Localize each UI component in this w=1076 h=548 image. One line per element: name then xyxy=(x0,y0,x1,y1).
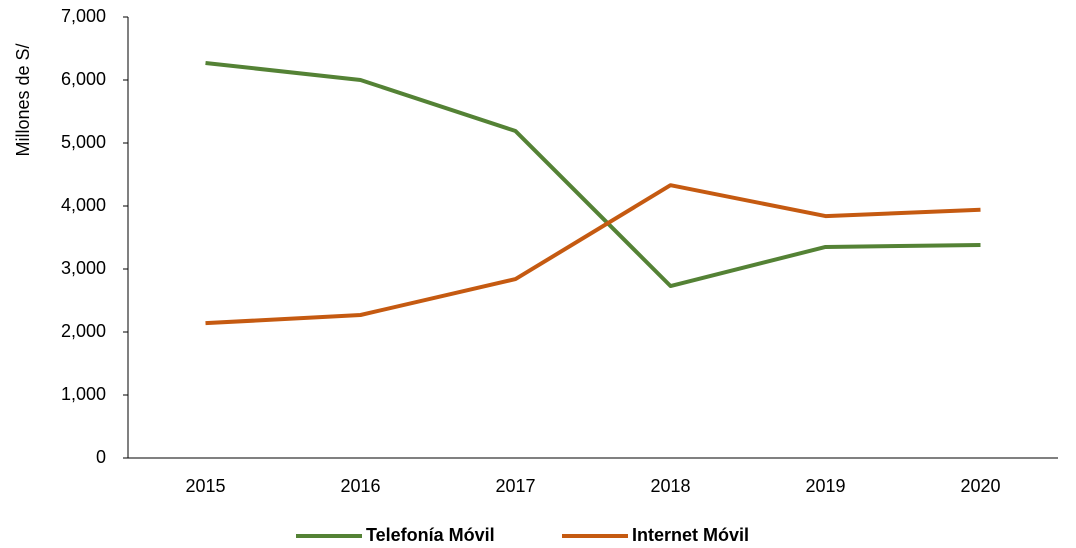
series-line xyxy=(205,61,981,289)
y-tick-label: 0 xyxy=(96,447,106,467)
y-tick-label: 7,000 xyxy=(61,6,106,26)
legend-label: Internet Móvil xyxy=(632,525,749,545)
y-axis-title: Millones de S/ xyxy=(13,43,33,156)
x-tick-label: 2016 xyxy=(340,476,380,496)
x-tick-label: 2017 xyxy=(495,476,535,496)
x-tick-label: 2015 xyxy=(185,476,225,496)
y-tick-label: 4,000 xyxy=(61,195,106,215)
y-tick-label: 5,000 xyxy=(61,132,106,152)
y-tick-label: 3,000 xyxy=(61,258,106,278)
y-tick-label: 6,000 xyxy=(61,69,106,89)
x-tick-label: 2018 xyxy=(650,476,690,496)
x-tick-label: 2020 xyxy=(960,476,1000,496)
y-tick-label: 1,000 xyxy=(61,384,106,404)
x-tick-label: 2019 xyxy=(805,476,845,496)
legend-label: Telefonía Móvil xyxy=(366,525,495,545)
series-line xyxy=(205,183,981,326)
y-tick-label: 2,000 xyxy=(61,321,106,341)
